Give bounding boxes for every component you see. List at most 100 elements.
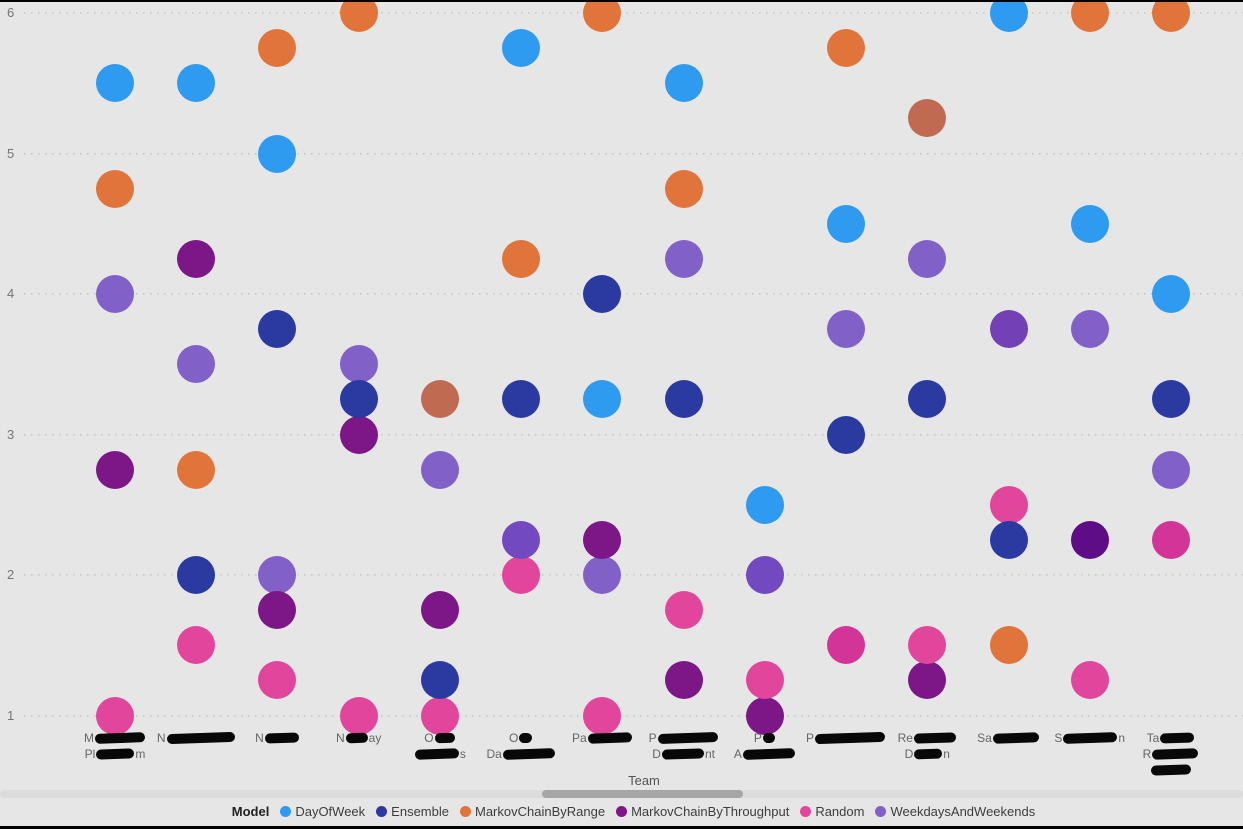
data-point[interactable] bbox=[502, 380, 541, 419]
data-point[interactable] bbox=[908, 380, 947, 419]
data-point[interactable] bbox=[1070, 0, 1109, 32]
data-point[interactable] bbox=[502, 556, 541, 594]
data-point[interactable] bbox=[827, 415, 866, 454]
data-point[interactable] bbox=[258, 134, 297, 173]
data-point[interactable] bbox=[420, 696, 459, 735]
data-point[interactable] bbox=[177, 345, 216, 384]
data-point[interactable] bbox=[96, 696, 134, 735]
data-point[interactable] bbox=[583, 0, 622, 32]
redaction-mark bbox=[519, 732, 533, 744]
data-point[interactable] bbox=[177, 450, 216, 489]
data-point[interactable] bbox=[1151, 275, 1190, 313]
data-point[interactable] bbox=[502, 29, 541, 68]
data-point[interactable] bbox=[583, 696, 622, 735]
data-point[interactable] bbox=[1070, 204, 1109, 243]
data-point[interactable] bbox=[96, 275, 134, 313]
data-point[interactable] bbox=[1151, 380, 1190, 419]
data-point[interactable] bbox=[745, 485, 784, 524]
data-point[interactable] bbox=[258, 591, 297, 630]
data-point[interactable] bbox=[1151, 450, 1190, 489]
data-point[interactable] bbox=[989, 485, 1028, 524]
data-point[interactable] bbox=[908, 99, 947, 138]
x-tick-label: N bbox=[141, 730, 251, 746]
gridline bbox=[24, 433, 1243, 436]
data-point[interactable] bbox=[502, 239, 541, 278]
legend-dot-icon bbox=[376, 806, 388, 817]
legend-item[interactable]: DayOfWeek bbox=[280, 804, 365, 819]
redaction-mark bbox=[94, 732, 146, 744]
gridline bbox=[24, 574, 1243, 576]
data-point[interactable] bbox=[583, 275, 622, 313]
legend-dot-icon bbox=[800, 806, 812, 817]
legend-item[interactable]: Random bbox=[800, 804, 864, 819]
legend-dot-icon bbox=[616, 806, 628, 817]
data-point[interactable] bbox=[827, 310, 866, 349]
data-point[interactable] bbox=[339, 696, 378, 735]
data-point[interactable] bbox=[827, 29, 866, 68]
data-point[interactable] bbox=[1070, 661, 1109, 700]
data-point[interactable] bbox=[989, 0, 1028, 32]
data-point[interactable] bbox=[420, 450, 459, 489]
data-point[interactable] bbox=[258, 310, 297, 349]
data-point[interactable] bbox=[258, 556, 297, 594]
x-label-fragment: D bbox=[652, 747, 661, 761]
data-point[interactable] bbox=[664, 380, 703, 419]
data-point[interactable] bbox=[420, 591, 459, 630]
redaction-mark bbox=[657, 731, 718, 745]
legend-item[interactable]: Ensemble bbox=[376, 804, 449, 819]
data-point[interactable] bbox=[989, 520, 1028, 559]
data-point[interactable] bbox=[664, 591, 703, 630]
scrollbar-thumb[interactable] bbox=[542, 790, 743, 798]
data-point[interactable] bbox=[664, 64, 703, 103]
data-point[interactable] bbox=[583, 380, 622, 419]
data-point[interactable] bbox=[339, 0, 378, 32]
data-point[interactable] bbox=[177, 626, 216, 665]
legend: Model DayOfWeek Ensemble MarkovChainByRang… bbox=[24, 804, 1243, 819]
data-point[interactable] bbox=[96, 450, 134, 489]
data-point[interactable] bbox=[1151, 0, 1190, 32]
data-point[interactable] bbox=[827, 204, 866, 243]
data-point[interactable] bbox=[664, 169, 703, 208]
data-point[interactable] bbox=[908, 239, 947, 278]
x-axis-title: Team bbox=[628, 773, 660, 788]
data-point[interactable] bbox=[177, 239, 216, 278]
data-point[interactable] bbox=[827, 626, 866, 665]
horizontal-scrollbar[interactable] bbox=[0, 790, 1243, 798]
data-point[interactable] bbox=[258, 29, 297, 68]
data-point[interactable] bbox=[177, 64, 216, 103]
data-point[interactable] bbox=[420, 380, 459, 419]
data-point[interactable] bbox=[583, 556, 622, 594]
data-point[interactable] bbox=[989, 626, 1028, 665]
x-tick-label: P bbox=[791, 730, 901, 746]
data-point[interactable] bbox=[664, 239, 703, 278]
legend-item[interactable]: WeekdaysAndWeekends bbox=[875, 804, 1035, 819]
data-point[interactable] bbox=[745, 661, 784, 700]
data-point[interactable] bbox=[177, 556, 216, 594]
data-point[interactable] bbox=[339, 415, 378, 454]
data-point[interactable] bbox=[96, 169, 134, 208]
legend-item[interactable]: MarkovChainByThroughput bbox=[616, 804, 789, 819]
data-point[interactable] bbox=[258, 661, 297, 700]
data-point[interactable] bbox=[1070, 520, 1109, 559]
data-point[interactable] bbox=[745, 556, 784, 594]
data-point[interactable] bbox=[420, 661, 459, 700]
data-point[interactable] bbox=[989, 310, 1028, 349]
data-point[interactable] bbox=[908, 661, 947, 700]
data-point[interactable] bbox=[96, 64, 134, 103]
data-point[interactable] bbox=[502, 520, 541, 559]
x-label-fragment: A bbox=[733, 747, 742, 761]
redaction-mark bbox=[913, 732, 957, 744]
data-point[interactable] bbox=[745, 696, 784, 735]
data-point[interactable] bbox=[583, 520, 622, 559]
data-point[interactable] bbox=[664, 661, 703, 700]
data-point[interactable] bbox=[339, 345, 378, 384]
data-point[interactable] bbox=[908, 626, 947, 665]
data-point[interactable] bbox=[339, 380, 378, 419]
legend-item[interactable]: MarkovChainByRange bbox=[459, 804, 605, 819]
data-point[interactable] bbox=[1070, 310, 1109, 349]
data-point[interactable] bbox=[1151, 520, 1190, 559]
x-label-fragment: O bbox=[508, 731, 519, 745]
